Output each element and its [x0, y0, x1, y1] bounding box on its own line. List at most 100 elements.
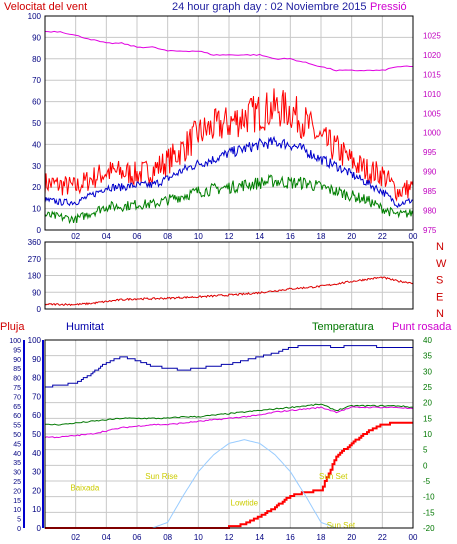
rain-y-tick: 5 — [17, 517, 21, 524]
temp-y-tick: 20 — [423, 399, 432, 408]
rain-x-tick: 06 — [133, 533, 142, 542]
rain-y-tick: 75 — [13, 385, 21, 392]
rain-y-tick: 30 — [13, 470, 21, 477]
rain-y-tick: 40 — [13, 451, 21, 458]
pressure-y-tick: 995 — [423, 148, 437, 157]
rain-x-tick: 02 — [71, 533, 80, 542]
rain-y-tick: 10 — [13, 507, 21, 514]
wind-y-tick: 30 — [32, 162, 41, 171]
rain-y-tick: 50 — [13, 432, 21, 439]
annotation-label: Lowtide — [231, 498, 259, 507]
rain-axis-bar — [23, 340, 25, 528]
wind-x-tick: 04 — [102, 232, 111, 241]
pressure-y-tick: 1025 — [423, 31, 441, 40]
wind-frame — [44, 15, 414, 231]
rain-y-tick: 90 — [13, 357, 21, 364]
series-wind_avg — [44, 135, 414, 209]
direction-y-tick: 270 — [28, 255, 42, 264]
wind-y-tick: 80 — [32, 55, 41, 64]
annotation-label: Sun Rise — [145, 472, 178, 481]
compass-label: W — [436, 258, 447, 270]
series-wind_min — [44, 174, 414, 225]
series-wind_max — [44, 88, 414, 202]
dewpoint-title: Punt rosada — [392, 321, 452, 333]
direction-frame — [44, 241, 414, 310]
wind-y-tick: 90 — [32, 33, 41, 42]
temp-y-tick: 10 — [423, 430, 432, 439]
series-direction — [44, 276, 414, 307]
temp-y-tick: -20 — [423, 524, 435, 533]
rain-x-tick: 18 — [317, 533, 326, 542]
series-dewpoint — [44, 406, 414, 439]
rain-title: Pluja — [0, 321, 25, 333]
humidity-y-tick: 10 — [32, 505, 41, 514]
compass-label: N — [436, 308, 444, 320]
wind-y-tick: 40 — [32, 140, 41, 149]
rain-y-tick: 80 — [13, 376, 21, 383]
temp-y-tick: 25 — [423, 383, 432, 392]
pressure-y-tick: 975 — [423, 226, 437, 235]
compass-label: E — [436, 291, 443, 303]
humidity-y-tick: 40 — [32, 449, 41, 458]
wind-title: Velocitat del vent — [4, 1, 87, 13]
wind-x-tick: 22 — [378, 232, 387, 241]
pressure-y-tick: 1010 — [423, 90, 441, 99]
temp-y-tick: 0 — [423, 461, 428, 470]
direction-y-tick: 0 — [37, 305, 42, 314]
annotation-label: Sun Set — [319, 472, 348, 481]
series-temperature — [45, 403, 414, 426]
rain-y-tick: 65 — [13, 404, 21, 411]
rain-y-tick: 60 — [13, 413, 21, 420]
rain-y-tick: 85 — [13, 366, 21, 373]
rain-x-tick: 00 — [409, 533, 418, 542]
temp-y-tick: -5 — [423, 477, 431, 486]
temperature-title: Temperatura — [312, 321, 375, 333]
humidity-y-tick: 50 — [32, 430, 41, 439]
series-pressure — [44, 30, 413, 72]
pressure-y-tick: 1015 — [423, 70, 441, 79]
graph-date-title: 24 hour graph day : 02 Noviembre 2015 — [172, 1, 366, 13]
wind-pressure-chart: 0102030405060708090100975980985990995100… — [28, 12, 442, 241]
series-humidity — [45, 345, 413, 388]
direction-y-tick: 90 — [32, 288, 41, 297]
wind-x-tick: 20 — [347, 232, 356, 241]
temp-y-tick: 35 — [423, 352, 432, 361]
wind-x-tick: 18 — [317, 232, 326, 241]
wind-x-tick: 06 — [133, 232, 142, 241]
rain-y-tick: 70 — [13, 394, 21, 401]
rain-x-tick: 20 — [347, 533, 356, 542]
rain-y-tick: 100 — [9, 338, 21, 345]
humidity-y-tick: 60 — [32, 411, 41, 420]
wind-x-tick: 14 — [255, 232, 264, 241]
rain-x-tick: 04 — [102, 533, 111, 542]
temp-y-tick: -15 — [423, 508, 435, 517]
humidity-y-tick: 100 — [28, 336, 42, 345]
pressure-y-tick: 990 — [423, 168, 437, 177]
rain-y-tick: 25 — [13, 479, 21, 486]
rain-x-tick: 22 — [378, 533, 387, 542]
wind-y-tick: 10 — [32, 205, 41, 214]
wind-x-tick: 16 — [286, 232, 295, 241]
compass-label: S — [436, 275, 443, 287]
humidity-axis-bar — [42, 340, 44, 528]
temp-y-tick: -10 — [423, 493, 435, 502]
rain-frame — [44, 339, 414, 529]
compass-label: N — [436, 241, 444, 253]
annotation-label: Sun Set — [327, 521, 356, 530]
rain-y-tick: 95 — [13, 347, 21, 354]
temp-y-tick: 15 — [423, 414, 432, 423]
temp-y-tick: 40 — [423, 336, 432, 345]
rain-y-tick: 20 — [13, 488, 21, 495]
rain-x-tick: 08 — [163, 533, 172, 542]
humidity-y-tick: 0 — [37, 524, 42, 533]
pressure-y-tick: 1020 — [423, 51, 441, 60]
humidity-title: Humitat — [66, 321, 104, 333]
rain-x-tick: 16 — [286, 533, 295, 542]
humidity-y-tick: 30 — [32, 468, 41, 477]
rain-y-tick: 55 — [13, 423, 21, 430]
wind-x-tick: 00 — [409, 232, 418, 241]
temp-y-tick: 30 — [423, 367, 432, 376]
pressure-y-tick: 1000 — [423, 129, 441, 138]
